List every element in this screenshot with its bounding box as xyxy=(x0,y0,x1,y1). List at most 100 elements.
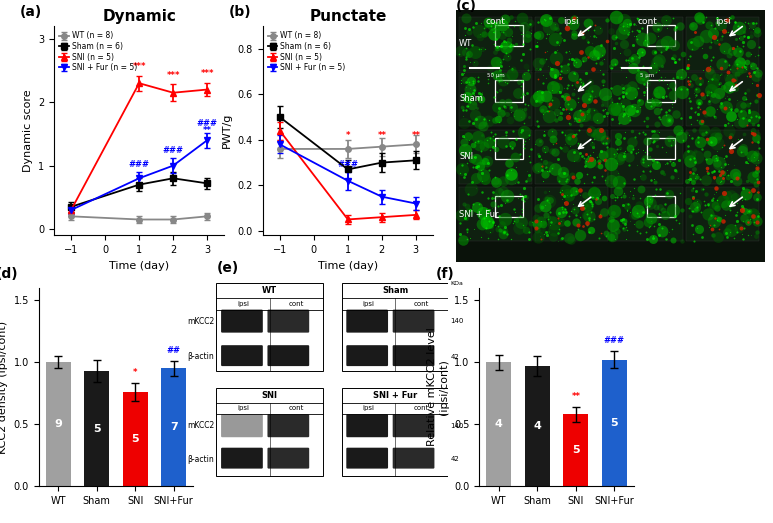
Text: mKCC2: mKCC2 xyxy=(187,421,214,430)
FancyBboxPatch shape xyxy=(267,448,309,469)
Text: Sham: Sham xyxy=(459,95,483,104)
Text: cont: cont xyxy=(485,17,506,26)
Text: 50 μm: 50 μm xyxy=(487,73,504,78)
Text: Sham: Sham xyxy=(382,286,408,295)
Bar xyxy=(342,283,448,371)
Bar xyxy=(495,138,523,160)
Text: (b): (b) xyxy=(229,5,251,19)
Text: 5: 5 xyxy=(93,424,100,434)
Text: 42: 42 xyxy=(451,456,459,462)
FancyBboxPatch shape xyxy=(346,448,388,469)
Bar xyxy=(647,80,675,101)
Text: ##: ## xyxy=(167,346,181,355)
FancyBboxPatch shape xyxy=(346,345,388,366)
Text: (d): (d) xyxy=(0,267,18,281)
Legend: WT (n = 8), Sham (n = 6), SNI (n = 5), SNI + Fur (n = 5): WT (n = 8), Sham (n = 6), SNI (n = 5), S… xyxy=(267,30,347,74)
Text: ipsi: ipsi xyxy=(564,17,579,26)
Legend: WT (n = 8), Sham (n = 6), SNI (n = 5), SNI + Fur (n = 5): WT (n = 8), Sham (n = 6), SNI (n = 5), S… xyxy=(58,30,138,74)
Text: 42: 42 xyxy=(451,354,459,360)
Text: ***: *** xyxy=(200,69,214,78)
Bar xyxy=(342,388,448,476)
Bar xyxy=(602,360,627,486)
Y-axis label: Relative mKCC2 level
(ipsi/cont): Relative mKCC2 level (ipsi/cont) xyxy=(427,327,448,447)
Text: 5: 5 xyxy=(611,418,618,428)
Bar xyxy=(686,72,759,126)
Bar xyxy=(525,366,550,486)
Bar xyxy=(686,187,759,242)
Text: ###: ### xyxy=(162,146,184,155)
Bar xyxy=(216,283,323,371)
Text: ###: ### xyxy=(337,161,359,169)
Bar xyxy=(495,196,523,217)
Text: *: * xyxy=(346,131,350,140)
Text: ###: ### xyxy=(196,119,218,128)
X-axis label: Time (day): Time (day) xyxy=(318,260,378,270)
X-axis label: Time (day): Time (day) xyxy=(109,260,169,270)
Text: ipsi: ipsi xyxy=(237,301,249,307)
Text: SNI: SNI xyxy=(262,391,278,400)
Bar xyxy=(647,25,675,47)
Text: (a): (a) xyxy=(20,5,43,19)
Bar xyxy=(647,196,675,217)
Bar xyxy=(611,130,683,184)
Bar xyxy=(611,187,683,242)
Bar xyxy=(686,130,759,184)
Text: **: ** xyxy=(571,392,581,401)
Text: 4: 4 xyxy=(533,421,541,431)
FancyBboxPatch shape xyxy=(267,414,309,437)
Bar xyxy=(535,130,608,184)
Y-axis label: Dynamic score: Dynamic score xyxy=(22,89,32,172)
Text: ###: ### xyxy=(128,160,150,169)
Text: β-actin: β-actin xyxy=(187,454,214,464)
FancyBboxPatch shape xyxy=(393,448,434,469)
Text: SNI + Fur: SNI + Fur xyxy=(373,391,417,400)
Text: ipsi: ipsi xyxy=(715,17,730,26)
Bar xyxy=(535,17,608,71)
Text: ***: *** xyxy=(132,62,146,71)
Text: 7: 7 xyxy=(170,423,178,433)
Text: ***: *** xyxy=(166,71,180,80)
FancyBboxPatch shape xyxy=(346,414,388,437)
Text: KDa: KDa xyxy=(451,281,464,286)
Bar xyxy=(216,388,323,476)
Text: cont: cont xyxy=(289,405,304,412)
Bar xyxy=(495,80,523,101)
Text: cont: cont xyxy=(414,405,429,412)
Text: cont: cont xyxy=(289,301,304,307)
Bar xyxy=(46,362,70,486)
Bar xyxy=(459,130,532,184)
Text: 140: 140 xyxy=(451,423,464,429)
Bar xyxy=(123,392,148,486)
FancyBboxPatch shape xyxy=(393,345,434,366)
Bar xyxy=(459,17,532,71)
FancyBboxPatch shape xyxy=(393,414,434,437)
Bar xyxy=(611,72,683,126)
Title: Punctate: Punctate xyxy=(309,8,386,24)
Bar xyxy=(647,138,675,160)
Text: *: * xyxy=(133,368,138,377)
Text: 5 μm: 5 μm xyxy=(640,73,654,78)
Bar xyxy=(486,362,511,486)
FancyBboxPatch shape xyxy=(346,310,388,333)
Text: **: ** xyxy=(203,126,212,135)
FancyBboxPatch shape xyxy=(393,310,434,333)
Text: SNI + Fur: SNI + Fur xyxy=(459,210,499,219)
Text: **: ** xyxy=(377,131,386,140)
Bar xyxy=(162,368,186,486)
Text: ipsi: ipsi xyxy=(237,405,249,412)
Bar xyxy=(535,72,608,126)
Text: 4: 4 xyxy=(495,419,502,429)
Text: 140: 140 xyxy=(451,318,464,324)
Text: mKCC2: mKCC2 xyxy=(187,316,214,326)
Text: 5: 5 xyxy=(572,446,580,456)
Text: SNI: SNI xyxy=(459,152,473,161)
FancyBboxPatch shape xyxy=(267,345,309,366)
Text: 9: 9 xyxy=(54,419,62,429)
Y-axis label: KCC2 density (ipsi/cont): KCC2 density (ipsi/cont) xyxy=(0,321,8,453)
Text: 5: 5 xyxy=(131,434,139,444)
Y-axis label: PWT/g: PWT/g xyxy=(222,113,232,149)
Bar xyxy=(495,25,523,47)
Text: cont: cont xyxy=(637,17,657,26)
Bar xyxy=(535,187,608,242)
Text: WT: WT xyxy=(459,39,472,48)
